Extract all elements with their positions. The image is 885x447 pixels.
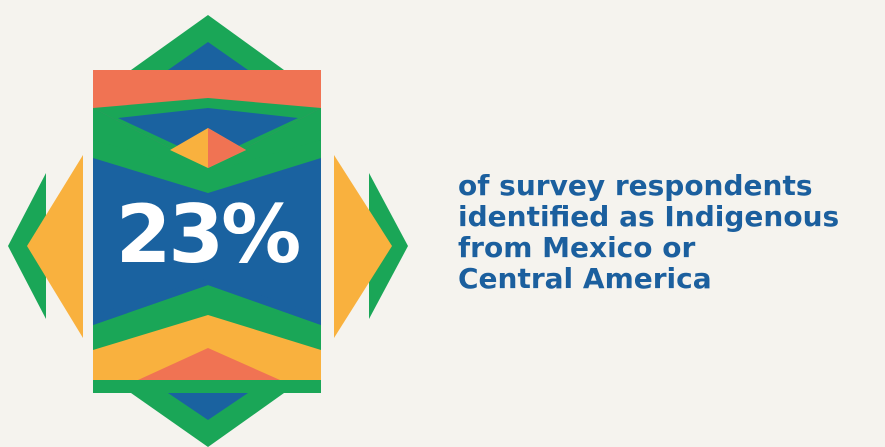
- left-diamond-yellow: [27, 155, 83, 338]
- bottom-band-green: [93, 380, 321, 393]
- geometric-emblem: [8, 15, 408, 447]
- bottom-peak-blue: [168, 393, 248, 420]
- caption-line: of survey respondents: [458, 169, 813, 202]
- bottom-chevron-orange: [138, 348, 280, 380]
- bottom-inner-blue: [93, 278, 321, 325]
- top-chevron-green-front: [93, 140, 321, 193]
- bottom-peak-green: [131, 393, 284, 447]
- bottom-chevron-yellow: [93, 315, 321, 380]
- caption-line: from Mexico or: [458, 231, 696, 264]
- statistic-caption: of survey respondents identified as Indi…: [458, 170, 878, 294]
- top-peak-blue: [168, 42, 248, 70]
- caption-line: identified as Indigenous: [458, 200, 840, 233]
- statistic-value: 23%: [115, 188, 301, 281]
- caption-line: Central America: [458, 262, 712, 295]
- right-diamond-yellow: [334, 155, 392, 338]
- top-inner-orange: [208, 128, 246, 168]
